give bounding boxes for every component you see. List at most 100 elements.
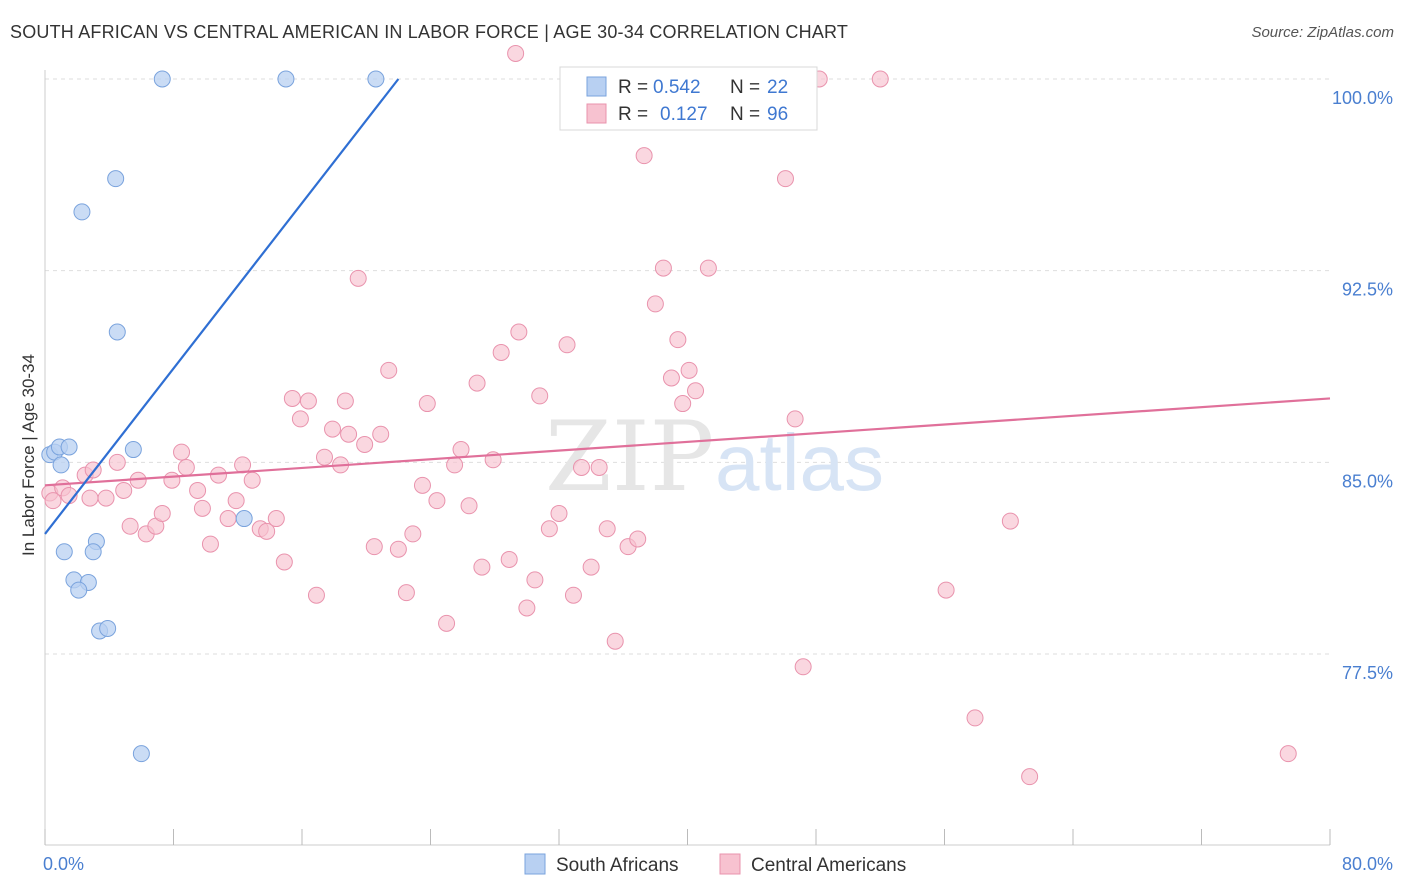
- central-americans-point: [507, 44, 525, 62]
- stats-r-value: 0.542: [653, 77, 701, 98]
- central-americans-point: [531, 387, 549, 405]
- central-americans-point: [201, 535, 219, 553]
- central-americans-point: [243, 471, 261, 489]
- central-americans-point: [598, 520, 616, 538]
- central-americans-point: [340, 425, 358, 443]
- central-americans-point: [606, 632, 624, 650]
- central-americans-point: [234, 456, 252, 474]
- central-americans-point: [674, 395, 692, 413]
- central-americans-point: [81, 489, 99, 507]
- watermark-atlas: atlas: [715, 418, 884, 507]
- central-americans-point: [372, 425, 390, 443]
- central-americans-point: [510, 323, 528, 341]
- y-tick-label: 92.5%: [1342, 280, 1393, 300]
- central-americans-point: [550, 504, 568, 522]
- central-americans-point: [662, 369, 680, 387]
- central-americans-point: [177, 458, 195, 476]
- central-americans-point: [44, 492, 62, 510]
- y-axis-label: In Labor Force | Age 30-34: [19, 354, 38, 556]
- central-americans-point: [209, 466, 227, 484]
- south-africans-point: [132, 745, 150, 763]
- trend-lines: [44, 78, 1331, 535]
- south-africans-point: [52, 456, 70, 474]
- central-americans-point: [492, 343, 510, 361]
- central-americans-point: [871, 70, 889, 88]
- south-africans-point: [108, 323, 126, 341]
- x-tick-labels: 0.0% 80.0%: [43, 854, 1393, 874]
- central-americans-point: [438, 614, 456, 632]
- trend-line-south-africans: [44, 78, 400, 535]
- central-americans-point: [452, 441, 470, 459]
- central-americans-point: [776, 170, 794, 188]
- central-americans-point: [966, 709, 984, 727]
- central-americans-point: [404, 525, 422, 543]
- central-americans-point: [468, 374, 486, 392]
- legend-label-central-americans: Central Americans: [751, 855, 906, 876]
- stats-r-label: R =: [618, 77, 648, 98]
- central-americans-point: [500, 550, 518, 568]
- central-americans-point: [518, 599, 536, 617]
- south-africans-point: [124, 441, 142, 459]
- central-americans-point: [115, 481, 133, 499]
- trend-line-central-americans: [44, 397, 1331, 487]
- central-americans-point: [389, 540, 407, 558]
- central-americans-point: [258, 522, 276, 540]
- central-americans-point: [526, 571, 544, 589]
- south-africans-point: [70, 581, 88, 599]
- central-americans-point: [446, 456, 464, 474]
- central-americans-point: [540, 520, 558, 538]
- central-americans-point: [189, 481, 207, 499]
- central-americans-point: [582, 558, 600, 576]
- south-africans-point: [73, 203, 91, 221]
- central-americans-point: [365, 538, 383, 556]
- central-americans-point: [380, 361, 398, 379]
- source-credit: Source: ZipAtlas.com: [1251, 24, 1394, 41]
- central-americans-point: [687, 382, 705, 400]
- legend: South Africans Central Americans: [524, 853, 906, 876]
- stats-n-value: 96: [767, 104, 788, 125]
- central-americans-point: [646, 295, 664, 313]
- central-americans-point: [699, 259, 717, 277]
- central-americans-point: [283, 389, 301, 407]
- central-americans-point: [473, 558, 491, 576]
- stats-box: R = 0.542 N = 22 R = 0.127 N = 96: [559, 66, 818, 131]
- axes: [44, 70, 1331, 846]
- south-africans-point: [99, 619, 117, 637]
- south-africans-point: [107, 170, 125, 188]
- south-africans-point: [84, 543, 102, 561]
- central-americans-point: [97, 489, 115, 507]
- central-americans-point: [163, 471, 181, 489]
- central-americans-point: [108, 453, 126, 471]
- south-africans-point: [277, 70, 295, 88]
- central-americans-point: [227, 492, 245, 510]
- central-americans-point: [349, 269, 367, 287]
- central-americans-point: [1279, 745, 1297, 763]
- legend-swatch-south-africans: [524, 853, 546, 875]
- central-americans-point: [794, 658, 812, 676]
- y-tick-label: 85.0%: [1342, 471, 1393, 491]
- x-tick-label: 0.0%: [43, 854, 84, 874]
- south-africans-point: [60, 438, 78, 456]
- central-americans-point: [193, 499, 211, 517]
- stats-swatch-blue: [586, 76, 607, 97]
- central-americans-point: [937, 581, 955, 599]
- stats-r-label: R =: [618, 104, 648, 125]
- central-americans-point: [635, 147, 653, 165]
- watermark-zip: ZIP: [545, 401, 714, 513]
- central-americans-point: [153, 504, 171, 522]
- central-americans-point: [307, 586, 325, 604]
- central-americans-point: [558, 336, 576, 354]
- central-americans-point: [299, 392, 317, 410]
- central-americans-point: [1021, 768, 1039, 786]
- y-tick-labels: 100.0% 92.5% 85.0% 77.5%: [1332, 88, 1393, 683]
- central-americans-point: [336, 392, 354, 410]
- central-americans-point: [267, 510, 285, 528]
- central-americans-point: [356, 435, 374, 453]
- central-americans-point: [397, 584, 415, 602]
- south-africans-point: [153, 70, 171, 88]
- y-tick-label: 100.0%: [1332, 88, 1393, 108]
- central-americans-point: [173, 443, 191, 461]
- chart-title: SOUTH AFRICAN VS CENTRAL AMERICAN IN LAB…: [10, 22, 849, 42]
- series-central-americans: [41, 44, 1297, 786]
- central-americans-point: [121, 517, 139, 535]
